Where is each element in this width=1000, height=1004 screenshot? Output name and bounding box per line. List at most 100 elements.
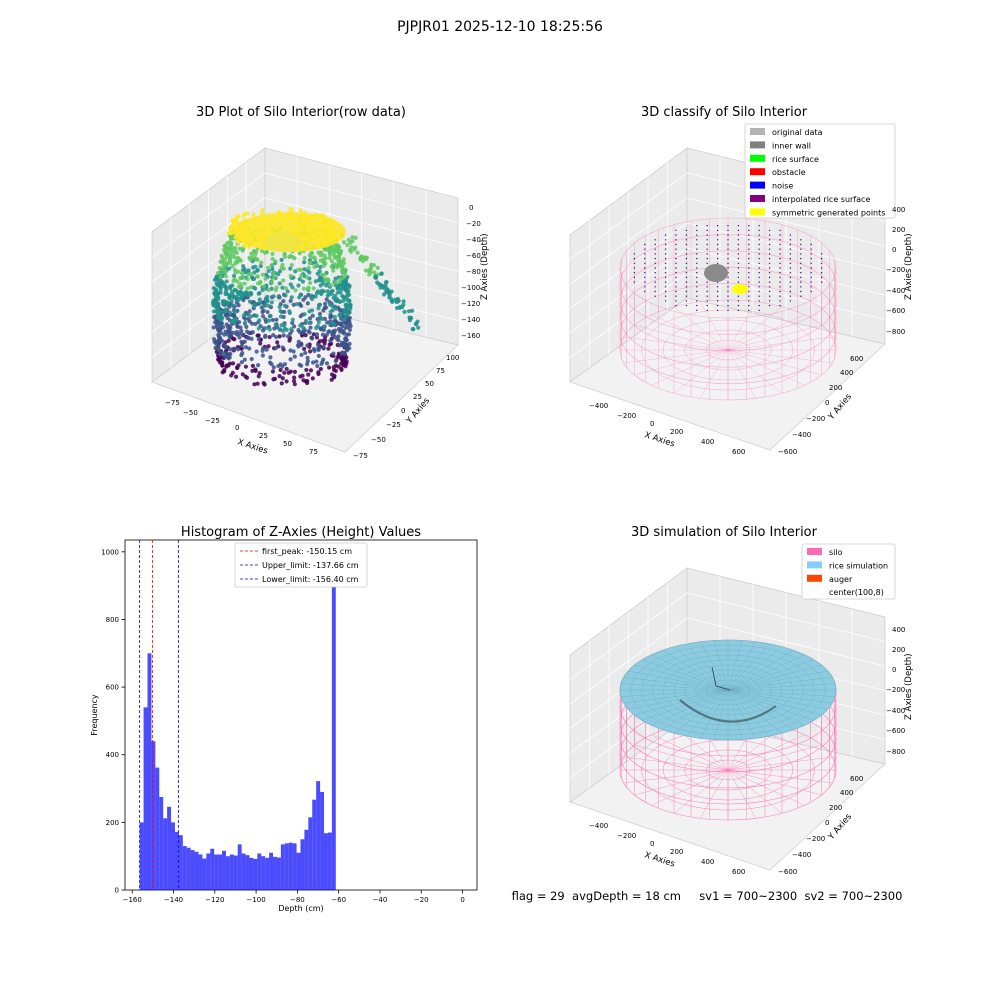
surface-point xyxy=(789,267,792,269)
ytick-tl: −75 xyxy=(353,452,368,460)
raw-point xyxy=(332,293,338,298)
raw-point xyxy=(230,361,236,366)
raw-point xyxy=(273,322,278,327)
surface-point xyxy=(748,281,750,283)
raw-point xyxy=(239,343,244,349)
raw-point xyxy=(214,293,220,298)
raw-point xyxy=(257,318,262,323)
histogram-bar xyxy=(292,843,297,890)
surface-point xyxy=(716,253,719,255)
surface-point xyxy=(727,234,729,236)
legend-br xyxy=(801,543,896,600)
raw-point xyxy=(242,357,247,362)
raw-point xyxy=(227,361,233,366)
raw-point xyxy=(284,366,289,372)
legend-swatch xyxy=(750,208,765,216)
surface-point xyxy=(800,276,802,279)
surface-point xyxy=(810,267,812,269)
surface-point xyxy=(810,257,812,260)
raw-point xyxy=(310,313,315,318)
raw-point xyxy=(309,255,314,260)
surface-point xyxy=(675,304,677,307)
histogram-bar xyxy=(324,833,328,890)
raw-point xyxy=(307,280,313,286)
raw-point xyxy=(231,303,236,308)
raw-point xyxy=(373,275,379,280)
silo-floor-spoke xyxy=(727,314,805,351)
raw-point xyxy=(335,290,340,295)
raw-point xyxy=(247,299,253,304)
histogram-bar xyxy=(312,799,317,890)
surface-point xyxy=(768,276,771,279)
silo-floor-spoke xyxy=(623,349,729,364)
surface-point xyxy=(644,267,646,269)
ytick-tr: −400 xyxy=(792,431,811,439)
raw-point xyxy=(230,370,235,375)
surface-point xyxy=(727,253,729,255)
surface-point xyxy=(800,281,802,283)
raw-point xyxy=(286,370,291,375)
raw-point xyxy=(219,338,224,343)
raw-point xyxy=(329,314,334,319)
raw-point xyxy=(414,321,419,326)
raw-point xyxy=(336,254,341,260)
mesh-spoke xyxy=(727,643,770,691)
raw-point xyxy=(240,350,245,356)
raw-point xyxy=(344,281,349,287)
surface-point xyxy=(800,253,802,255)
raw-point xyxy=(224,260,229,266)
surface-point xyxy=(696,225,698,227)
raw-point xyxy=(262,334,268,339)
raw-point xyxy=(340,350,345,355)
raw-point xyxy=(269,280,274,285)
raw-point xyxy=(268,355,273,360)
legend-label: inner wall xyxy=(772,141,811,150)
surface-point xyxy=(737,281,740,283)
raw-point xyxy=(235,279,240,284)
raw-point xyxy=(213,276,219,281)
raw-point xyxy=(349,249,354,254)
surface-point xyxy=(716,239,719,241)
raw-point xyxy=(238,281,243,287)
ztick-tr: 0 xyxy=(892,246,896,254)
raw-point xyxy=(329,264,334,269)
surface-point xyxy=(696,248,698,250)
raw-point xyxy=(262,303,267,308)
raw-point xyxy=(228,333,233,339)
silo-floor-spoke xyxy=(634,744,729,771)
raw-point xyxy=(280,364,285,369)
histogram-bar xyxy=(257,853,262,890)
raw-point xyxy=(223,274,229,279)
panel-simulation: 3D simulation of Silo Interior silo rice … xyxy=(512,525,914,903)
raw-point xyxy=(350,235,355,240)
raw-point xyxy=(277,373,282,379)
ylabel-tr: Y Axies xyxy=(826,392,854,423)
surface-point xyxy=(789,300,792,302)
surface-point xyxy=(768,262,771,264)
histogram-plot-area xyxy=(124,539,478,891)
surface-point xyxy=(748,262,750,264)
surface-point xyxy=(748,300,750,302)
raw-point xyxy=(263,326,268,331)
raw-point xyxy=(249,314,254,319)
silo-floor-spoke xyxy=(651,769,729,806)
raw-point xyxy=(271,365,276,370)
raw-point xyxy=(247,255,252,260)
raw-point xyxy=(316,306,321,311)
surface-point xyxy=(758,234,760,236)
raw-point xyxy=(316,343,321,348)
surface-point xyxy=(644,272,646,274)
raw-point xyxy=(225,301,230,306)
surface-point xyxy=(820,257,823,260)
surface-point xyxy=(716,225,719,227)
raw-point xyxy=(247,346,252,351)
surface-point xyxy=(633,276,636,279)
raw-point xyxy=(317,311,323,317)
surface-point xyxy=(675,290,677,293)
raw-point xyxy=(254,313,259,319)
raw-point xyxy=(324,361,330,366)
surface-point xyxy=(654,272,656,274)
histogram-bar xyxy=(147,653,152,890)
silo-floor-spoke xyxy=(727,306,783,351)
raw-point xyxy=(395,296,401,302)
